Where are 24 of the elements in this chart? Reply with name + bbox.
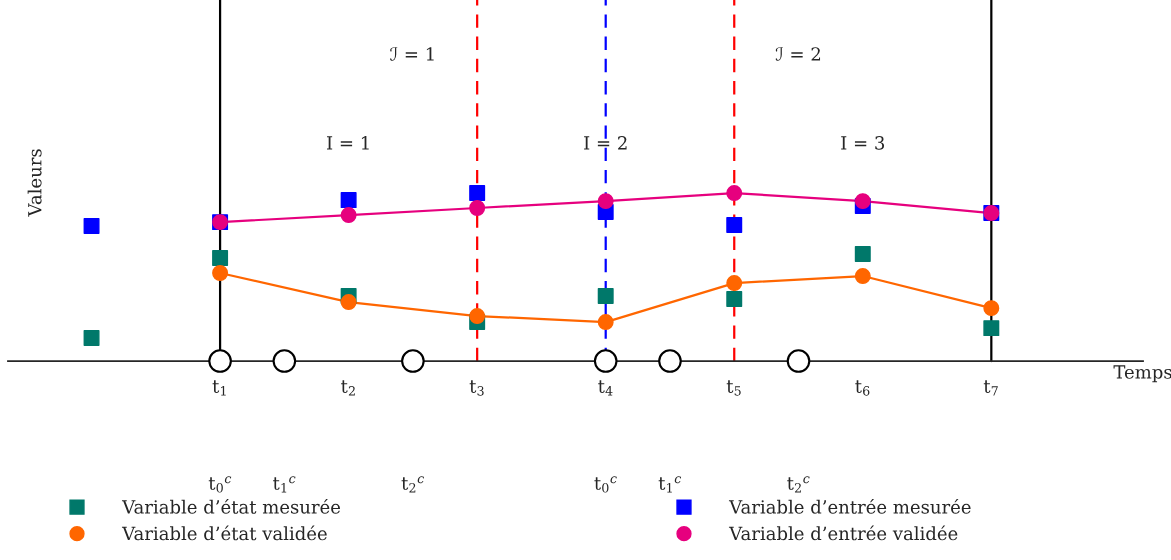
x-tick-label: t$_{2}$ — [341, 380, 355, 396]
text: t$_{0}$$^{c}$ — [208, 476, 232, 493]
text: t$_{1}$$^{c}$ — [658, 476, 682, 493]
x-tick-label: t$_{3}$ — [469, 380, 484, 396]
text: ℐ = 1 — [390, 47, 434, 61]
legend-label: Variable d’état validée — [121, 525, 327, 541]
text: I = 2 — [584, 136, 627, 150]
text: I = 1 — [327, 136, 369, 150]
legend-label: Variable d’entrée mesurée — [728, 499, 971, 514]
x-tick-label: t$_{1}$ — [212, 380, 226, 396]
text: t$_{1}$$^{c}$ — [273, 476, 296, 493]
x-tick-label: t$_{7}$ — [983, 380, 998, 396]
x-tick-label: t$_{6}$ — [855, 380, 870, 396]
text: ℐ = 2 — [775, 47, 821, 61]
text: I = 3 — [841, 136, 885, 150]
legend-label: Variable d’entrée validée — [728, 525, 958, 541]
legend-label: Variable d’état mesurée — [121, 499, 341, 514]
x-tick-label: t$_{5}$ — [726, 380, 741, 396]
x-axis-title: Temps — [1113, 365, 1171, 383]
text: t$_{2}$$^{c}$ — [787, 476, 810, 493]
x-tick-label: t$_{4}$ — [598, 380, 613, 396]
text: t$_{0}$$^{c}$ — [594, 476, 617, 493]
text: t$_{2}$$^{c}$ — [401, 476, 424, 493]
y-axis-title: Valeurs — [27, 149, 42, 217]
